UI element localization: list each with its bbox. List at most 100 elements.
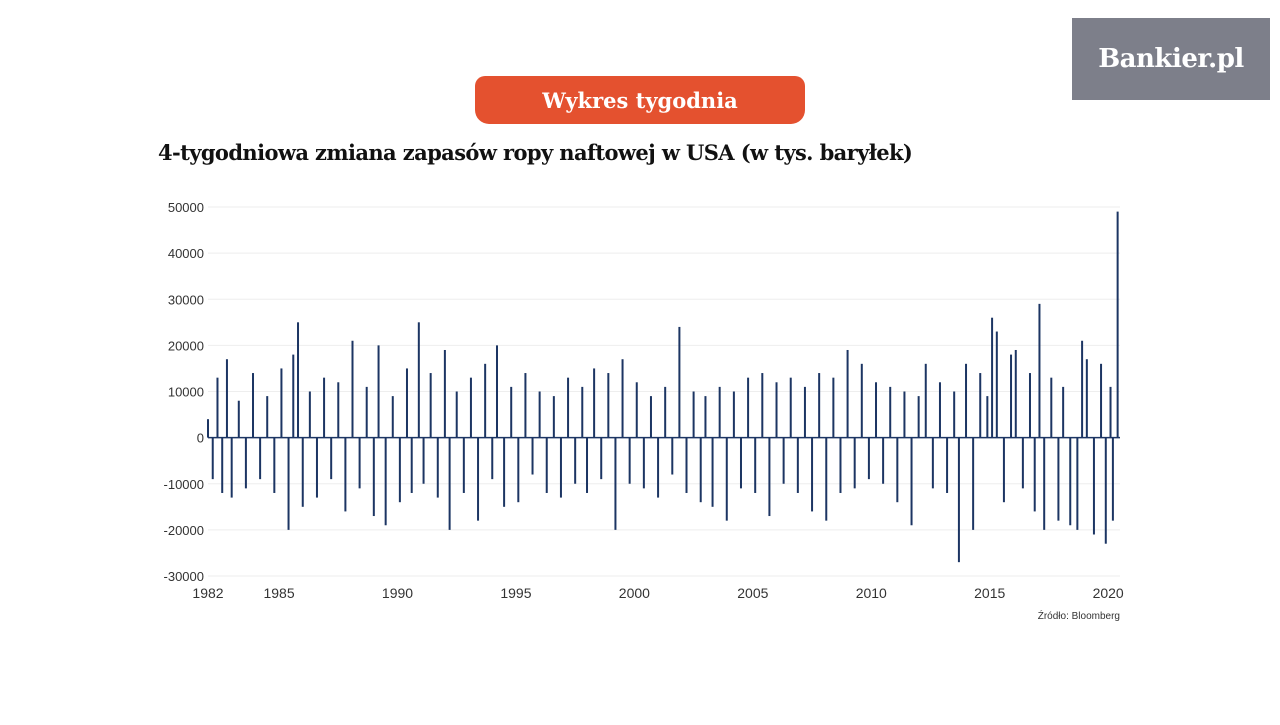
bar <box>692 391 695 438</box>
bar <box>559 437 562 498</box>
bar <box>484 363 487 438</box>
bar <box>436 437 439 498</box>
bar <box>495 345 498 438</box>
bar <box>531 437 534 475</box>
bar <box>953 391 956 438</box>
bar <box>391 396 394 438</box>
bar <box>1014 349 1017 438</box>
bar <box>429 373 432 438</box>
bar <box>685 437 688 493</box>
bar <box>1111 437 1114 521</box>
bar <box>718 386 721 438</box>
bar <box>782 437 785 484</box>
bar <box>503 437 506 507</box>
bar <box>351 340 354 438</box>
bar <box>216 377 219 438</box>
bar <box>761 373 764 438</box>
y-tick-label: 40000 <box>168 246 204 261</box>
bar <box>344 437 347 512</box>
bar <box>1002 437 1005 503</box>
bar <box>903 391 906 438</box>
bar <box>581 386 584 438</box>
bar <box>405 368 408 438</box>
bar <box>1081 340 1084 438</box>
logo-text: Bankier.pl <box>1098 44 1244 74</box>
bar <box>875 382 878 438</box>
bar <box>301 437 304 507</box>
banner-label: Wykres tygodnia <box>542 87 738 113</box>
bar <box>552 396 555 438</box>
bar <box>398 437 401 503</box>
y-tick-label: 20000 <box>168 338 204 353</box>
bar <box>995 331 998 438</box>
bar <box>1116 211 1119 438</box>
bar <box>225 359 228 438</box>
x-tick-label: 1982 <box>192 585 223 601</box>
bar <box>924 363 927 438</box>
bar <box>1092 437 1095 535</box>
bar <box>614 437 617 530</box>
bar <box>635 382 638 438</box>
y-tick-label: 0 <box>197 431 204 446</box>
bar <box>315 437 318 498</box>
bar <box>664 386 667 438</box>
bar <box>789 377 792 438</box>
bar <box>768 437 771 517</box>
bar <box>510 386 513 438</box>
bar <box>237 400 240 438</box>
bar <box>846 349 849 438</box>
y-tick-label: -30000 <box>164 569 204 584</box>
bar <box>1100 363 1103 438</box>
bar <box>825 437 828 521</box>
bar <box>266 396 269 438</box>
bar <box>384 437 387 526</box>
bar <box>832 377 835 438</box>
bar <box>1076 437 1079 530</box>
bar <box>796 437 799 493</box>
x-tick-label: 2010 <box>856 585 887 601</box>
bar <box>1028 373 1031 438</box>
x-tick-label: 1995 <box>500 585 531 601</box>
bar <box>259 437 262 480</box>
bar <box>803 386 806 438</box>
bar <box>221 437 224 493</box>
bar <box>931 437 934 489</box>
y-tick-label: -10000 <box>164 477 204 492</box>
source-note: Źródło: Bloomberg <box>1037 611 1120 622</box>
bar <box>358 437 361 489</box>
bar <box>567 377 570 438</box>
x-tick-label: 2015 <box>974 585 1005 601</box>
bar <box>889 386 892 438</box>
bar <box>657 437 660 498</box>
bar <box>1038 303 1041 438</box>
bar <box>443 349 446 438</box>
bar <box>207 419 209 438</box>
bar <box>422 437 425 484</box>
bar <box>957 437 960 563</box>
bar <box>725 437 728 521</box>
bar <box>297 322 300 438</box>
bar <box>593 368 596 438</box>
bar <box>671 437 674 475</box>
bar <box>965 363 968 438</box>
bar <box>818 373 821 438</box>
bar <box>839 437 842 493</box>
bar <box>545 437 548 493</box>
chart-title: 4-tygodniowa zmiana zapasów ropy naftowe… <box>158 140 913 165</box>
bar <box>972 437 975 530</box>
y-tick-label: 30000 <box>168 292 204 307</box>
bar <box>938 382 941 438</box>
bar <box>986 396 989 438</box>
bar <box>649 396 652 438</box>
bar <box>273 437 276 493</box>
bar <box>600 437 603 480</box>
bar <box>699 437 702 503</box>
bar <box>917 396 920 438</box>
bar <box>455 391 458 438</box>
x-tick-label: 2020 <box>1093 585 1124 601</box>
bar <box>280 368 283 438</box>
bar <box>896 437 899 503</box>
bar <box>287 437 290 530</box>
